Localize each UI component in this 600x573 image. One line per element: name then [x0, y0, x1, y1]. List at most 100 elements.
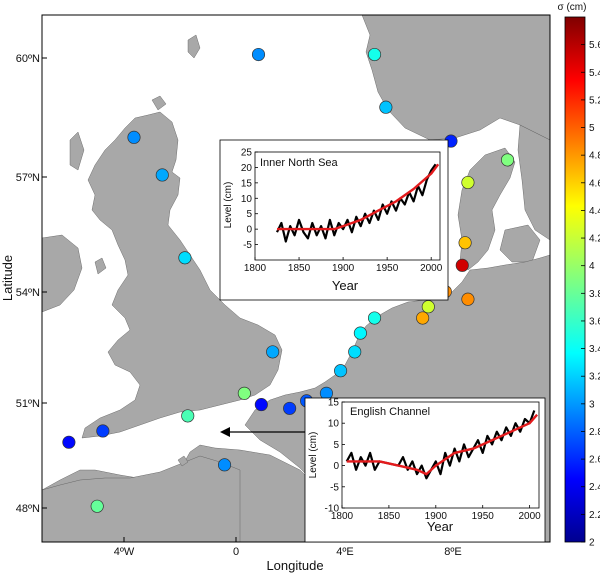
colorbar: σ (cm) 2 2.2 2.4 2.6 2.8 3 3.2 3.4 3.6 3.8 4 4.2 4.4…: [558, 2, 600, 549]
inset2-x-tick-label: 1850: [378, 511, 401, 522]
station-marker: [96, 424, 110, 438]
arrow-annotation: [220, 427, 305, 437]
lon-tick-8e: 8ºE: [444, 546, 461, 558]
lat-tick-51n: 51ºN: [16, 398, 40, 410]
colorbar-tick-label: 3.8: [589, 289, 600, 300]
colorbar-tick-label: 3.4: [589, 344, 600, 355]
colorbar-tick-label: 2.4: [589, 482, 600, 493]
inset2-xlabel: Year: [427, 519, 454, 534]
colorbar-tick-label: 2: [589, 538, 595, 549]
station-marker: [367, 311, 382, 325]
lat-tick-54n: 54ºN: [16, 287, 40, 299]
land-ireland: [42, 234, 83, 313]
inset1-y-tick-label: 5: [246, 209, 252, 220]
station-marker: [353, 326, 367, 340]
colorbar-tick-label: 5: [589, 123, 595, 134]
inset1-series-line-1: [277, 163, 440, 231]
station-marker: [461, 175, 475, 190]
colorbar-tick-label: 2.2: [589, 510, 600, 521]
x-axis-label: Longitude: [266, 558, 323, 573]
colorbar-tick-label: 3.6: [589, 316, 600, 327]
inset2-x-tick-label: 1950: [472, 511, 495, 522]
station-marker: [500, 153, 515, 167]
station-marker: [237, 386, 251, 400]
colorbar-tick-label: 4.2: [589, 234, 600, 245]
lat-tick-57n: 57ºN: [16, 172, 40, 184]
land-orkney: [151, 95, 167, 111]
colorbar-tick-label: 3: [589, 399, 595, 410]
land-sweden: [517, 124, 550, 241]
inset1-title: Inner North Sea: [260, 157, 339, 169]
inset2-y-tick-label: 10: [328, 419, 340, 430]
land-shetland: [187, 34, 201, 59]
inset1-x-tick-label: 1950: [376, 263, 399, 274]
station-marker: [461, 292, 475, 306]
station-marker: [217, 458, 232, 472]
inset-inner-north-sea: Inner North Sea 1800 1850 1900 1950 2000 -5 0 5…: [219, 139, 449, 301]
land-isle-of-man: [94, 257, 107, 275]
lon-tick-4w: 4ºW: [114, 546, 135, 558]
station-marker: [266, 345, 280, 359]
colorbar-tick-label: 2.8: [589, 427, 600, 438]
station-marker: [181, 409, 195, 423]
station-marker: [155, 168, 169, 182]
inset-english-channel: English Channel 1800 1850 1900 1950 2000 -10 -…: [304, 398, 546, 543]
inset2-x-tick-label: 2000: [518, 511, 541, 522]
colorbar-tick-label: 5.4: [589, 68, 600, 79]
inset1-x-tick-label: 1800: [244, 263, 267, 274]
inset1-x-tick-label: 1850: [288, 263, 311, 274]
inset1-y-tick-label: 15: [241, 178, 253, 189]
station-marker: [379, 100, 393, 114]
inset1-y-tick-label: 0: [246, 225, 252, 236]
colorbar-tick-label: 4.6: [589, 178, 600, 189]
inset2-y-tick-label: -10: [325, 504, 340, 515]
inset2-series-line-0: [345, 410, 536, 480]
inset1-ylabel: Level (cm): [223, 182, 234, 229]
inset2-y-tick-label: -5: [330, 482, 339, 493]
inset1-x-tick-label: 1900: [332, 263, 355, 274]
inset2-series-line-1: [346, 413, 538, 476]
land-channel-islands: [177, 455, 189, 467]
station-marker: [90, 499, 104, 513]
y-axis-label: Latitude: [0, 255, 15, 301]
inset1-y-tick-label: 20: [241, 163, 253, 174]
inset2-y-tick-label: 0: [333, 461, 339, 472]
inset2-ylabel: Level (cm): [308, 432, 319, 479]
colorbar-tick-label: 4.4: [589, 206, 600, 217]
inset1-x-tick-label: 2000: [420, 263, 443, 274]
colorbar-tick-label: 2.6: [589, 455, 600, 466]
land-hebrides: [69, 131, 85, 171]
inset2-x-tick-label: 1900: [425, 511, 448, 522]
inset1-xlabel: Year: [332, 278, 359, 293]
colorbar-tick-label: 4: [589, 261, 595, 272]
station-marker: [455, 258, 469, 272]
station-marker: [178, 251, 192, 265]
station-marker: [254, 398, 268, 412]
inset2-title: English Channel: [350, 406, 430, 418]
inset2-y-tick-label: 15: [328, 398, 340, 409]
colorbar-tick-label: 3.2: [589, 372, 600, 383]
land-great-britain: [81, 111, 283, 439]
station-marker: [62, 435, 76, 449]
inset1-y-tick-label: -5: [243, 240, 252, 251]
inset2-y-tick-label: 5: [333, 440, 339, 451]
lat-tick-60n: 60ºN: [16, 53, 40, 65]
colorbar-gradient: [564, 16, 586, 543]
lon-tick-0: 0: [233, 546, 239, 558]
colorbar-tick-label: 5.2: [589, 95, 600, 106]
map-frame: [41, 14, 551, 543]
station-marker: [334, 364, 348, 378]
lon-tick-4e: 4ºE: [336, 546, 353, 558]
inset2-x-tick-label: 1800: [331, 511, 354, 522]
station-marker: [348, 345, 362, 359]
station-marker: [283, 401, 297, 415]
colorbar-title: σ (cm): [558, 2, 587, 13]
lat-tick-48n: 48ºN: [16, 503, 40, 515]
station-marker: [127, 130, 141, 144]
station-marker: [421, 300, 435, 314]
station-marker: [416, 311, 430, 325]
station-marker: [458, 236, 472, 250]
inset1-y-tick-label: 25: [241, 148, 253, 159]
inset1-y-tick-label: 10: [241, 194, 253, 205]
